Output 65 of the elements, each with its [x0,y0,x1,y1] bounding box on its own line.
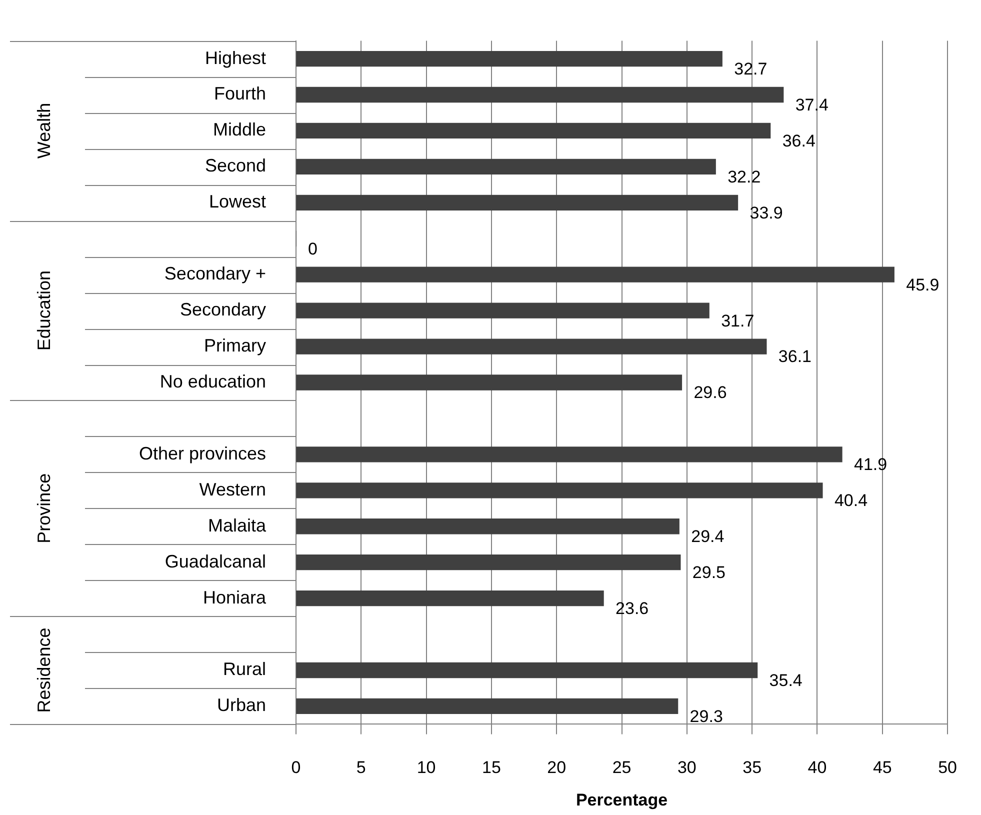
x-tick-label: 10 [416,758,436,778]
y-tick-label: Urban [216,695,266,716]
x-tick-label: 0 [291,758,301,778]
text: Education [34,270,54,351]
data-label: 32.2 [728,167,761,186]
data-label: 45.9 [906,275,940,294]
y-tick-label: Western [199,479,266,500]
data-label: 41.9 [854,455,888,474]
bar [296,482,823,498]
data-label: 36.4 [782,131,816,150]
data-label: 35.4 [769,670,802,690]
y-tick-label: Rural [222,659,266,680]
y-tick-label: No education [160,371,266,392]
bar [296,158,716,175]
y-tick-label: Middle [212,120,266,140]
text: Wealth [34,102,54,159]
y-tick-label: Fourth [214,84,266,104]
data-label: 37.4 [795,95,828,114]
text: Province [34,473,54,544]
data-label: 29.3 [690,706,723,726]
bar [296,122,771,139]
x-tick-label: 50 [938,758,958,778]
y-tick-label: Guadalcanal [164,551,266,572]
x-tick-label: 15 [482,758,501,778]
bar [296,518,680,534]
bar [296,698,678,714]
y-tick-label: Other provinces [138,443,266,464]
data-label: 33.9 [750,203,783,222]
bar [296,302,710,318]
data-label: 29.4 [691,527,724,546]
data-label: 36.1 [778,347,812,366]
x-tick-label: 45 [872,758,892,778]
y-tick-label: Second [204,156,266,176]
data-label: 23.6 [616,599,649,618]
data-label: 29.6 [694,383,727,402]
x-tick-label: 35 [742,758,762,778]
y-tick-label: Highest [204,48,266,68]
bar [296,374,682,390]
bar [296,446,842,462]
x-tick-label: 5 [356,758,366,778]
data-label: 31.7 [721,311,754,330]
x-tick-label: 30 [677,758,696,778]
x-tick-label: 20 [547,758,566,778]
y-tick-label: Secondary + [164,264,266,284]
x-axis-title: Percentage [576,790,668,810]
x-tick-label: 25 [612,758,632,778]
bar [296,554,681,570]
data-label: 40.4 [834,491,868,510]
y-tick-label: Honiara [202,587,267,608]
y-tick-label: Malaita [208,515,267,536]
text: Residence [34,628,54,713]
bar [296,338,767,354]
x-tick-label: 40 [808,758,827,778]
bar [296,86,784,103]
bar [296,662,758,678]
y-tick-label: Primary [204,336,266,356]
data-label: 29.5 [692,563,726,582]
data-label: 32.7 [734,59,768,78]
bar [296,50,722,67]
bar [296,194,738,210]
bar [296,266,894,282]
y-tick-label: Lowest [208,192,266,212]
data-label: 0 [308,239,318,258]
bar [296,590,604,606]
y-tick-label: Secondary [180,300,266,320]
